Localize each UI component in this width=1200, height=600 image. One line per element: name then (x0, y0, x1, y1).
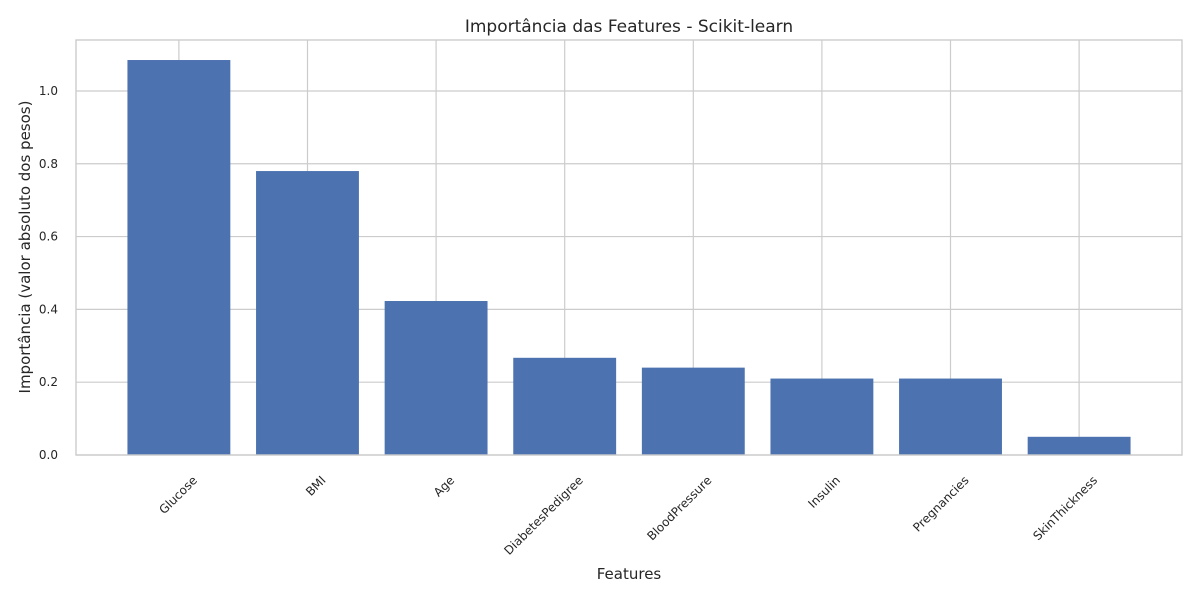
bar-bmi (256, 171, 359, 456)
x-tick-label: Glucose (156, 473, 200, 517)
grid-lines (76, 40, 1182, 456)
y-tick-label: 0.0 (39, 448, 58, 462)
bar-bloodpressure (641, 367, 745, 455)
x-tick-label: BloodPressure (644, 473, 714, 543)
chart-title: Importância das Features - Scikit-learn (465, 17, 793, 37)
bar-insulin (770, 378, 874, 455)
x-tick-label: DiabetesPedigree (501, 473, 585, 557)
x-tick-label: SkinThickness (1030, 473, 1100, 543)
x-tick-label: BMI (303, 473, 329, 499)
x-tick-label: Pregnancies (910, 473, 971, 534)
x-axis-label: Features (597, 565, 662, 583)
bar-skinthickness (1027, 436, 1131, 455)
y-tick-label: 1.0 (39, 84, 58, 98)
bar-glucose (127, 60, 231, 455)
y-axis-label: Importância (valor absoluto dos pesos) (16, 101, 34, 394)
bar-diabetespedigree (513, 357, 617, 455)
x-tick-labels: Glucose BMI Age DiabetesPedigree BloodPressu… (156, 473, 1100, 557)
x-tick-label: Age (431, 473, 457, 499)
plot-frame (75, 39, 1183, 456)
y-tick-label: 0.6 (39, 230, 58, 244)
x-tick-label: Insulin (805, 473, 843, 511)
bars (127, 60, 1131, 456)
bar-pregnancies (899, 378, 1002, 455)
y-tick-labels: 0.0 0.2 0.4 0.6 0.8 1.0 (39, 84, 58, 462)
bar-age (384, 301, 488, 455)
y-tick-label: 0.4 (39, 302, 58, 316)
y-tick-label: 0.2 (39, 375, 58, 389)
y-tick-label: 0.8 (39, 157, 58, 171)
